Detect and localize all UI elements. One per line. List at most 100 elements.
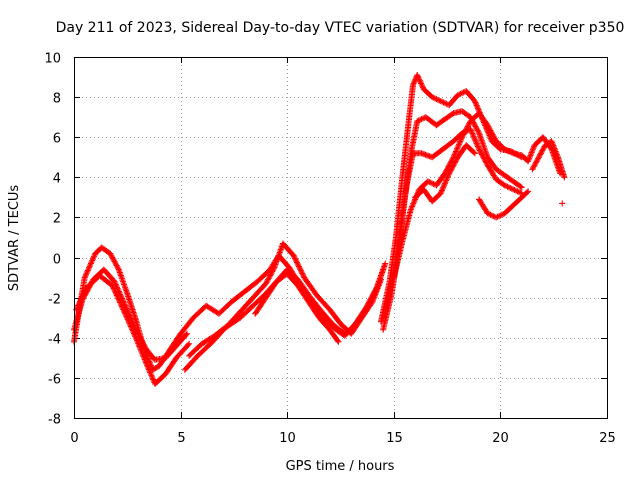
data-point	[517, 189, 524, 196]
data-point	[459, 132, 466, 139]
data-point	[89, 257, 96, 264]
data-point	[539, 147, 546, 154]
data-point	[142, 344, 149, 351]
data-point	[486, 126, 493, 133]
data-point	[267, 271, 274, 278]
data-point	[536, 152, 543, 159]
data-point	[415, 74, 422, 81]
data-point	[478, 150, 485, 157]
data-point	[505, 184, 512, 191]
data-point	[510, 186, 517, 193]
data-point	[129, 327, 136, 334]
data-point	[438, 188, 445, 195]
data-point	[415, 117, 422, 124]
data-point	[150, 376, 157, 383]
data-point	[532, 159, 539, 166]
data-point	[123, 313, 130, 320]
data-point	[86, 264, 93, 271]
data-point	[449, 164, 456, 171]
data-point	[433, 96, 440, 103]
data-point	[480, 154, 487, 161]
data-point	[474, 143, 481, 150]
data-point	[485, 123, 492, 130]
data-point	[136, 343, 143, 350]
data-point	[112, 280, 119, 287]
data-point	[501, 182, 508, 189]
data-point	[424, 178, 431, 185]
data-point	[135, 342, 142, 349]
data-point	[448, 166, 455, 173]
data-point	[418, 116, 425, 123]
data-point	[335, 338, 342, 345]
y-tick-label: -8	[48, 413, 61, 428]
data-point	[87, 260, 94, 267]
x-tick-label: 20	[492, 431, 509, 446]
data-point	[409, 202, 416, 209]
data-point	[460, 131, 467, 138]
data-point	[483, 159, 490, 166]
data-point	[115, 295, 122, 302]
data-point	[417, 116, 424, 123]
data-point	[453, 156, 460, 163]
data-point	[112, 289, 119, 296]
data-point	[442, 178, 449, 185]
data-point	[540, 146, 547, 153]
data-point	[407, 206, 414, 213]
data-point	[116, 298, 123, 305]
y-tick-label: -4	[48, 333, 61, 348]
data-point	[295, 263, 302, 270]
data-point	[440, 183, 447, 190]
data-point	[457, 137, 464, 144]
data-point	[115, 296, 122, 303]
data-point	[124, 314, 131, 321]
data-point	[263, 279, 270, 286]
data-point	[472, 137, 479, 144]
data-point	[77, 297, 84, 304]
y-tick-label: 4	[53, 172, 61, 187]
data-point	[132, 333, 139, 340]
data-point	[111, 288, 118, 295]
data-point	[114, 263, 121, 270]
data-point	[292, 256, 299, 263]
data-point	[368, 299, 375, 306]
data-point	[504, 183, 511, 190]
data-point	[441, 181, 448, 188]
series-track-c	[73, 272, 193, 387]
data-point	[334, 337, 341, 344]
data-point	[481, 156, 488, 163]
data-point	[487, 127, 494, 134]
data-point	[109, 282, 116, 289]
data-point	[507, 148, 514, 155]
data-point	[437, 98, 444, 105]
data-point	[88, 259, 95, 266]
data-point	[429, 180, 436, 187]
data-point	[120, 307, 127, 314]
y-tick-label: 0	[53, 253, 61, 268]
data-point	[138, 349, 145, 356]
data-point	[418, 81, 425, 88]
data-point	[498, 211, 505, 218]
data-point	[529, 166, 536, 173]
data-point	[440, 99, 447, 106]
data-point	[134, 339, 141, 346]
data-point	[429, 94, 436, 101]
data-point	[478, 151, 485, 158]
data-point	[113, 262, 120, 269]
data-point	[409, 82, 416, 89]
data-point	[418, 80, 425, 87]
data-point	[513, 187, 520, 194]
series-track-n	[529, 138, 568, 181]
data-point	[530, 164, 537, 171]
data-point	[411, 79, 418, 86]
data-point	[142, 357, 149, 364]
data-point	[414, 73, 421, 80]
data-point	[469, 130, 476, 137]
data-point	[475, 128, 482, 135]
data-point	[265, 276, 272, 283]
data-point	[538, 148, 545, 155]
data-point	[414, 118, 421, 125]
data-point	[295, 262, 302, 269]
data-point	[441, 180, 448, 187]
data-point	[472, 99, 479, 106]
data-point	[507, 185, 514, 192]
